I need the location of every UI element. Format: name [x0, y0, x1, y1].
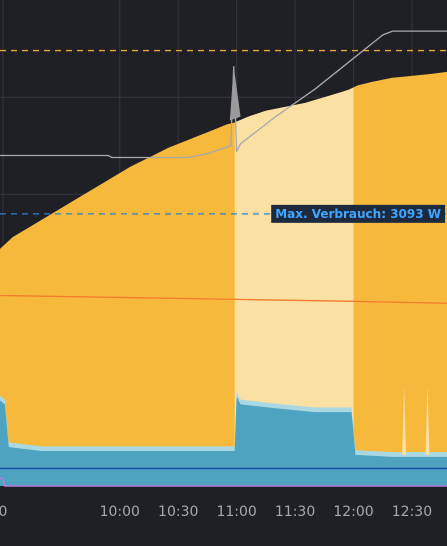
- series-spike: [229, 66, 241, 121]
- reference-label-box: [271, 204, 445, 223]
- series-line-2: [0, 30, 447, 159]
- x-tick-label: 11:30: [275, 504, 315, 520]
- reference-lines: Max. Verbrauch: 3093 W: [0, 49, 447, 223]
- series-area-3: [0, 396, 447, 486]
- x-axis: 0 10:00 10:30 11:00 11:30 12:00 12:30: [0, 504, 432, 520]
- series-layer: [0, 30, 447, 487]
- series-spike-small: [425, 384, 430, 455]
- x-tick-label: 0: [0, 504, 7, 520]
- reference-label-text: Max. Verbrauch: 3093 W: [275, 207, 441, 221]
- x-tick-label: 10:30: [158, 504, 198, 520]
- x-tick-label: 12:30: [392, 504, 432, 520]
- series-line-6: [0, 477, 447, 487]
- series-spike-small: [402, 384, 407, 455]
- x-tick-label: 10:00: [100, 504, 140, 520]
- x-tick-label: 12:00: [333, 504, 373, 520]
- series-area-2: [0, 31, 447, 486]
- x-tick-label: 11:00: [216, 504, 256, 520]
- series-line-4: [0, 294, 447, 304]
- reference-label: Max. Verbrauch: 3093 W: [271, 204, 445, 223]
